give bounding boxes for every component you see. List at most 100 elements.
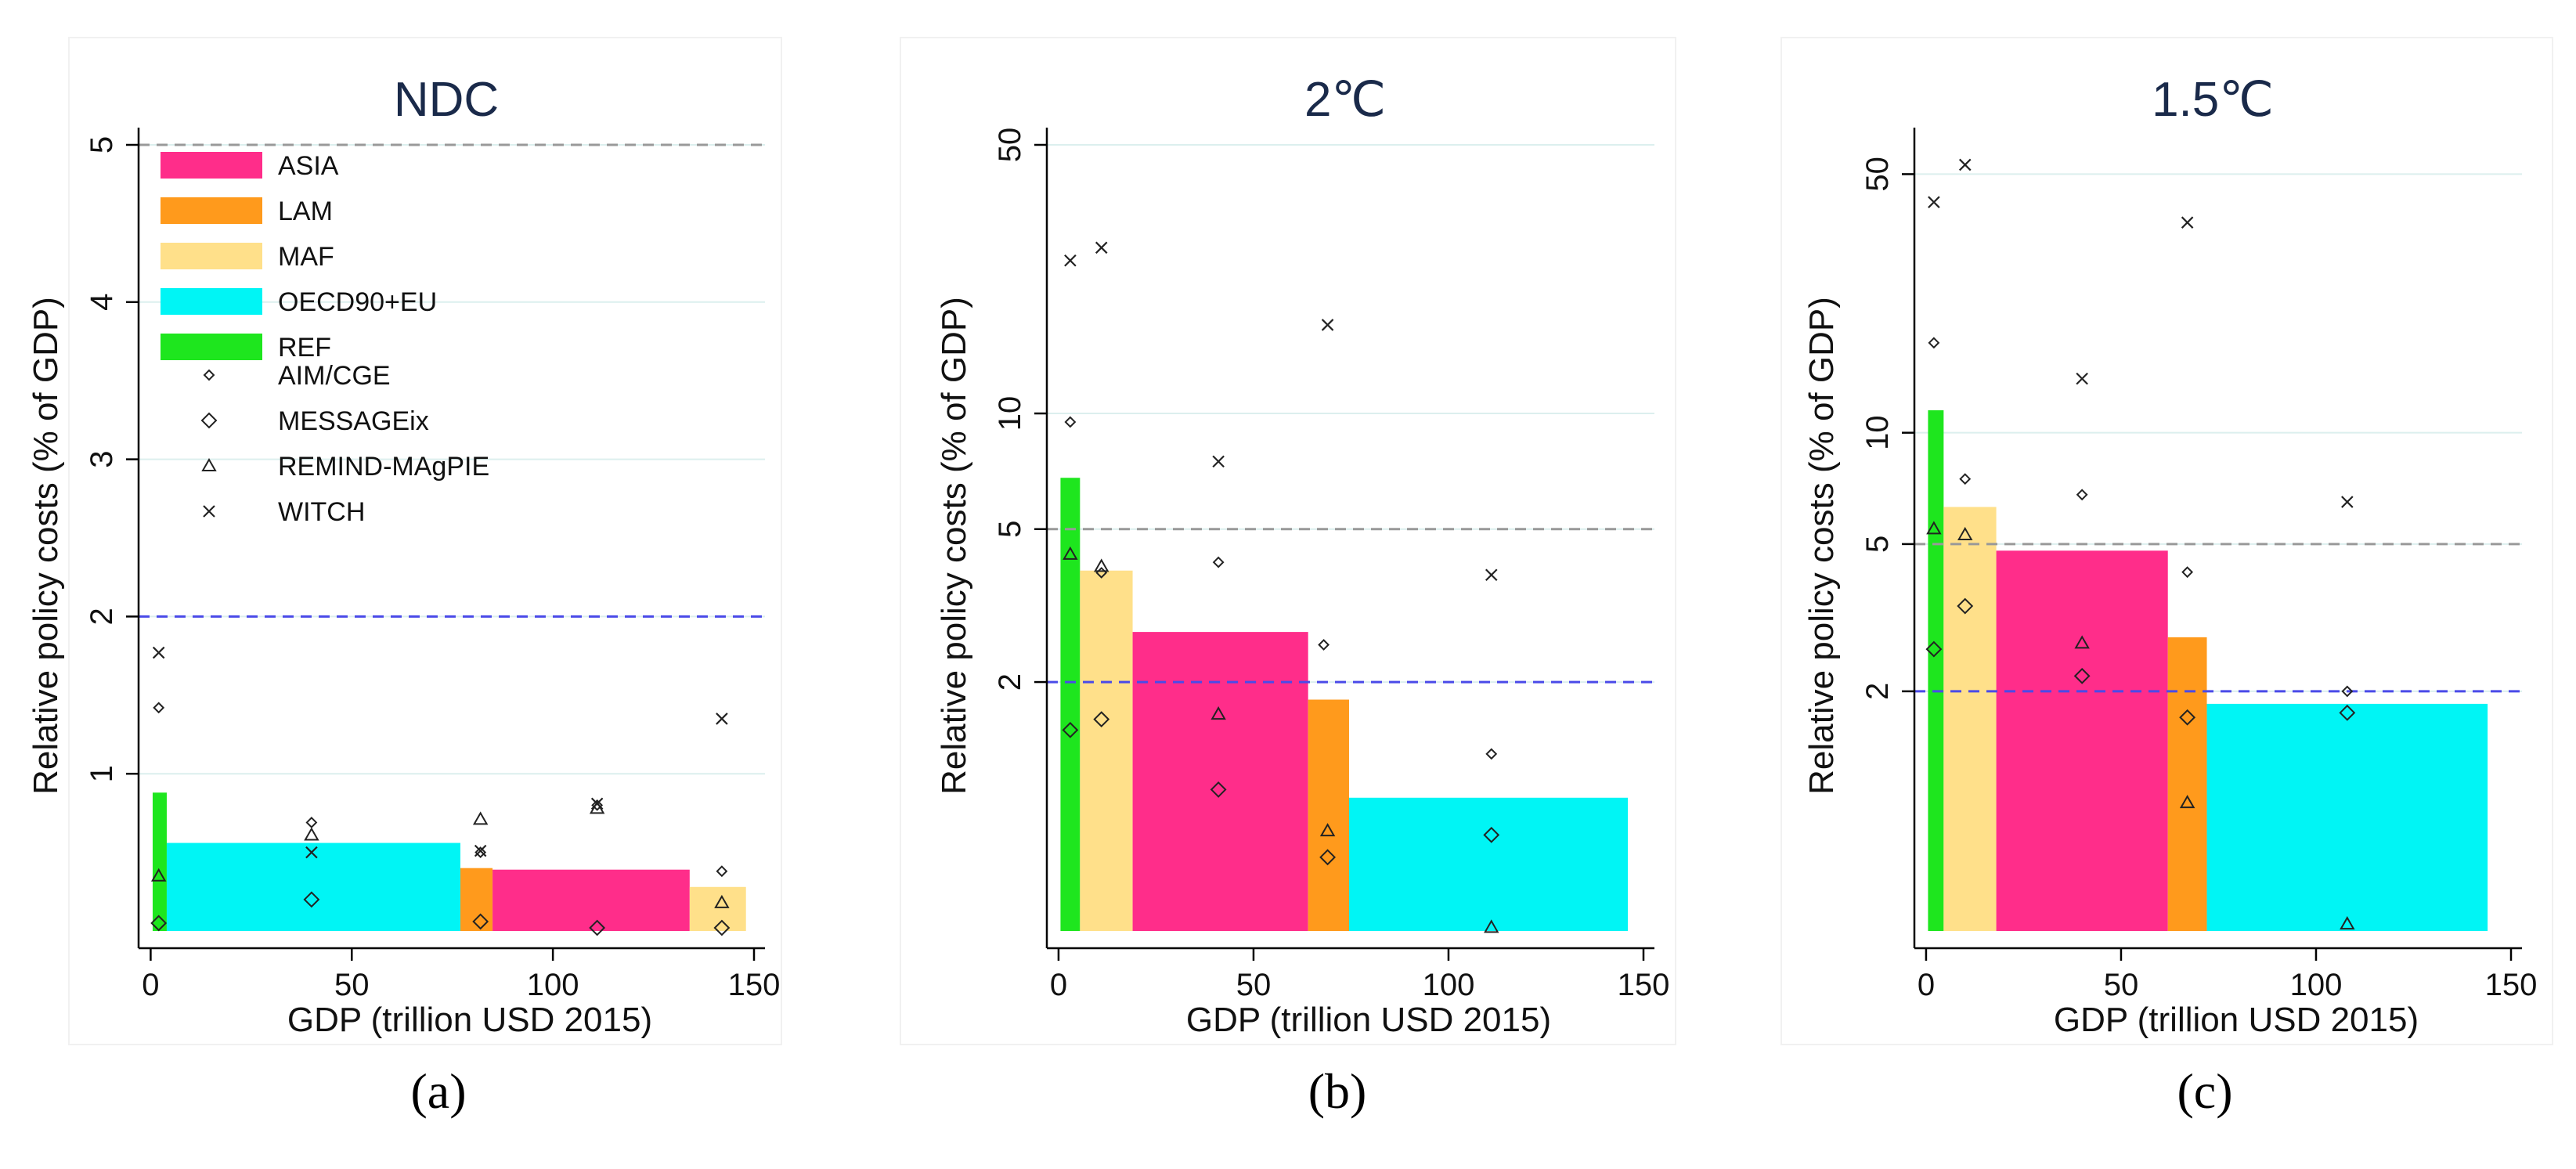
bar-maf	[1080, 570, 1133, 931]
marker-messageix	[1319, 849, 1337, 866]
bar-lam	[2167, 637, 2207, 931]
bar-ref	[1928, 410, 1944, 931]
marker-messageix	[713, 919, 731, 936]
marker-aim-cge	[1485, 748, 1498, 760]
legend-label: REF	[278, 333, 331, 363]
marker-aim-cge	[2341, 685, 2354, 698]
x-tick-label: 150	[1618, 968, 1670, 1002]
bar-maf	[689, 886, 746, 931]
x-axis-label: GDP (trillion USD 2015)	[287, 1001, 652, 1039]
legend-label: AIM/CGE	[278, 361, 391, 391]
legend-swatch-oecd90-eu	[161, 288, 262, 315]
marker-remind-magpie	[1210, 706, 1226, 720]
y-axis-label: Relative policy costs (% of GDP)	[935, 297, 973, 795]
marker-remind-magpie	[150, 868, 167, 882]
marker-messageix	[1483, 826, 1500, 843]
marker-remind-magpie	[304, 827, 319, 841]
legend-marker-aim-cge	[203, 369, 215, 381]
y-tick-label: 10	[1860, 415, 1895, 450]
marker-aim-cge	[474, 846, 487, 859]
marker-aim-cge	[153, 702, 165, 714]
x-tick-label: 150	[728, 968, 781, 1002]
marker-remind-magpie	[1957, 526, 1973, 540]
legend-swatch-lam	[161, 197, 262, 224]
marker-witch	[1485, 568, 1498, 582]
marker-witch	[2341, 496, 2354, 508]
x-tick-label: 0	[1050, 968, 1067, 1002]
marker-aim-cge	[716, 865, 728, 878]
marker-remind-magpie	[1484, 919, 1499, 933]
marker-messageix	[589, 919, 606, 936]
marker-aim-cge	[1064, 416, 1077, 428]
bar-asia	[1132, 632, 1308, 931]
panel-label: (b)	[1308, 1063, 1367, 1119]
y-tick-label: 5	[1860, 536, 1895, 553]
y-tick-label: 50	[993, 128, 1027, 163]
x-tick-label: 100	[527, 968, 579, 1002]
marker-messageix	[1957, 597, 1974, 615]
legend-marker-remind-magpie	[201, 457, 217, 471]
legend-label: LAM	[278, 197, 333, 226]
x-tick-label: 50	[2104, 968, 2139, 1002]
legend-label: OECD90+EU	[278, 287, 437, 317]
y-tick-label: 10	[993, 396, 1027, 431]
y-tick-label: 1	[85, 765, 119, 782]
x-tick-label: 50	[334, 968, 370, 1002]
legend-label: ASIA	[278, 151, 339, 181]
marker-witch	[590, 797, 604, 810]
marker-witch	[152, 646, 165, 659]
marker-remind-magpie	[1319, 823, 1336, 837]
marker-remind-magpie	[2074, 635, 2090, 649]
chart-panel-3: 2 5 10 50 0 50 100 150 Relative policy costs (% …	[1780, 37, 2553, 1119]
y-tick-label: 50	[1860, 157, 1895, 192]
chart-title: NDC	[394, 73, 499, 127]
bar-oecd90-eu	[1348, 797, 1629, 931]
marker-witch	[1095, 241, 1108, 254]
y-tick-label: 3	[85, 450, 119, 467]
marker-aim-cge	[1212, 556, 1225, 568]
marker-messageix	[1062, 721, 1079, 738]
x-tick-label: 0	[142, 968, 159, 1002]
bar-lam	[1308, 699, 1349, 931]
bar-ref	[1060, 478, 1081, 931]
bar-oecd90-eu	[2206, 703, 2488, 931]
marker-messageix	[2073, 667, 2091, 684]
marker-witch	[1212, 455, 1225, 468]
x-axis-label: GDP (trillion USD 2015)	[1186, 1001, 1551, 1039]
marker-remind-magpie	[714, 894, 730, 908]
x-tick-label: 50	[1236, 968, 1272, 1002]
y-tick-label: 2	[1860, 683, 1895, 700]
marker-messageix	[1925, 640, 1943, 658]
y-tick-label: 2	[85, 608, 119, 625]
marker-messageix	[2339, 704, 2356, 721]
legend-label: MESSAGEix	[278, 406, 429, 436]
marker-remind-magpie	[1926, 521, 1942, 535]
legend-label: MAF	[278, 242, 334, 272]
marker-messageix	[1093, 711, 1110, 728]
bar-oecd90-eu	[166, 842, 460, 931]
marker-remind-magpie	[1063, 546, 1078, 560]
x-tick-label: 150	[2485, 968, 2538, 1002]
marker-aim-cge	[1318, 639, 1330, 651]
y-axis-label: Relative policy costs (% of GDP)	[27, 297, 65, 795]
legend-marker-witch	[203, 505, 215, 518]
panel-label: (a)	[410, 1063, 466, 1119]
bar-ref	[152, 792, 167, 931]
y-tick-label: 4	[85, 294, 119, 311]
marker-witch	[1321, 319, 1334, 331]
marker-witch	[474, 844, 487, 857]
marker-remind-magpie	[2179, 795, 2195, 809]
marker-messageix	[303, 891, 320, 908]
chart-panel-2: 2 5 10 50 0 50 100 150 Relative policy costs (% …	[900, 37, 1676, 1119]
marker-remind-magpie	[472, 811, 489, 825]
x-tick-label: 100	[1423, 968, 1475, 1002]
y-tick-label: 5	[85, 136, 119, 153]
marker-messageix	[1210, 781, 1227, 798]
marker-messageix	[2179, 709, 2196, 726]
bar-asia	[492, 869, 690, 931]
marker-aim-cge	[591, 799, 604, 811]
marker-witch	[2181, 216, 2194, 229]
y-tick-label: 5	[993, 521, 1027, 538]
